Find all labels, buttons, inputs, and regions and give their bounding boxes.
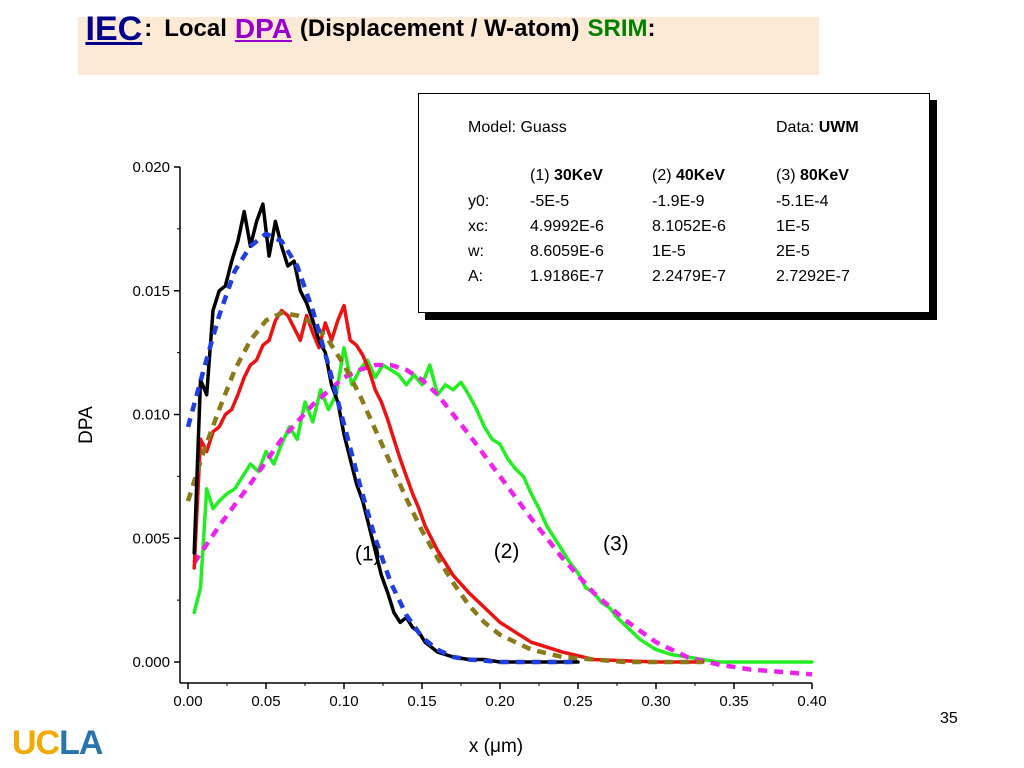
- title-description: (Displacement / W-atom): [299, 15, 580, 42]
- y-tick-label: 0.000: [132, 654, 170, 671]
- data-value: UWM: [818, 119, 859, 136]
- x-tick-label: 0.00: [173, 693, 202, 710]
- title-iec[interactable]: IEC: [85, 9, 143, 48]
- x-tick-label: 0.05: [251, 693, 280, 710]
- column-header-3: (3) 80KeV: [776, 167, 849, 184]
- param-value: -5.1E-4: [776, 193, 829, 210]
- curve-label-2: (2): [494, 540, 520, 563]
- x-tick-label: 0.10: [329, 693, 358, 710]
- param-label: w:: [468, 243, 484, 260]
- title-dpa[interactable]: DPA: [234, 13, 292, 44]
- series-3-data-line: [192, 345, 814, 664]
- param-value: -1.9E-9: [652, 193, 705, 210]
- param-value: 2E-5: [776, 243, 810, 260]
- fit-parameters-box: Model: Guass Data: UWM (1) 30KeV (2) 40K…: [418, 93, 930, 313]
- param-label: A:: [468, 268, 484, 285]
- param-value: 1E-5: [652, 243, 686, 260]
- y-tick-label: 0.015: [132, 283, 170, 300]
- slide-number: 35: [940, 710, 958, 727]
- param-value: 8.1052E-6: [652, 218, 726, 235]
- series-2-fit-line: [185, 310, 703, 665]
- x-axis-label: x (μm): [469, 736, 523, 757]
- param-value: -5E-5: [530, 193, 570, 210]
- x-tick-label: 0.35: [719, 693, 748, 710]
- model-label: Model: Guass: [468, 119, 567, 136]
- param-value: 1E-5: [776, 218, 810, 235]
- x-tick-label: 0.15: [407, 693, 436, 710]
- data-label: Data: UWM: [776, 119, 859, 136]
- x-tick-label: 0.25: [563, 693, 592, 710]
- param-label: y0:: [468, 193, 490, 210]
- ucla-logo: UCLA: [12, 724, 103, 762]
- param-value: 4.9992E-6: [530, 218, 604, 235]
- series-2-data-line: [192, 303, 705, 664]
- y-tick-label: 0.020: [132, 159, 170, 176]
- x-tick-label: 0.40: [797, 693, 826, 710]
- param-value: 2.7292E-7: [776, 268, 850, 285]
- title-local: Local: [164, 15, 227, 42]
- param-label: xc:: [468, 218, 489, 235]
- title-banner: [78, 17, 819, 75]
- param-value: 1.9186E-7: [530, 268, 604, 285]
- param-value: 2.2479E-7: [652, 268, 726, 285]
- series-3-fit-line: [192, 362, 813, 677]
- x-tick-label: 0.20: [485, 693, 514, 710]
- title-colon: :: [144, 15, 153, 42]
- y-tick-label: 0.010: [132, 407, 170, 424]
- y-axis-label: DPA: [76, 406, 97, 444]
- curve-label-3: (3): [603, 533, 629, 556]
- slide-title: IEC : Local DPA (Displacement / W-atom) …: [0, 0, 741, 58]
- title-colon-end: :: [647, 15, 656, 42]
- column-header-2: (2) 40KeV: [652, 167, 725, 184]
- title-srim: SRIM: [587, 15, 648, 42]
- x-tick-label: 0.30: [641, 693, 670, 710]
- column-header-1: (1) 30KeV: [530, 167, 603, 184]
- y-tick-label: 0.005: [132, 530, 170, 547]
- param-value: 8.6059E-6: [530, 243, 604, 260]
- series-1-fit-line: [185, 231, 578, 665]
- curve-label-1: (1): [355, 543, 381, 566]
